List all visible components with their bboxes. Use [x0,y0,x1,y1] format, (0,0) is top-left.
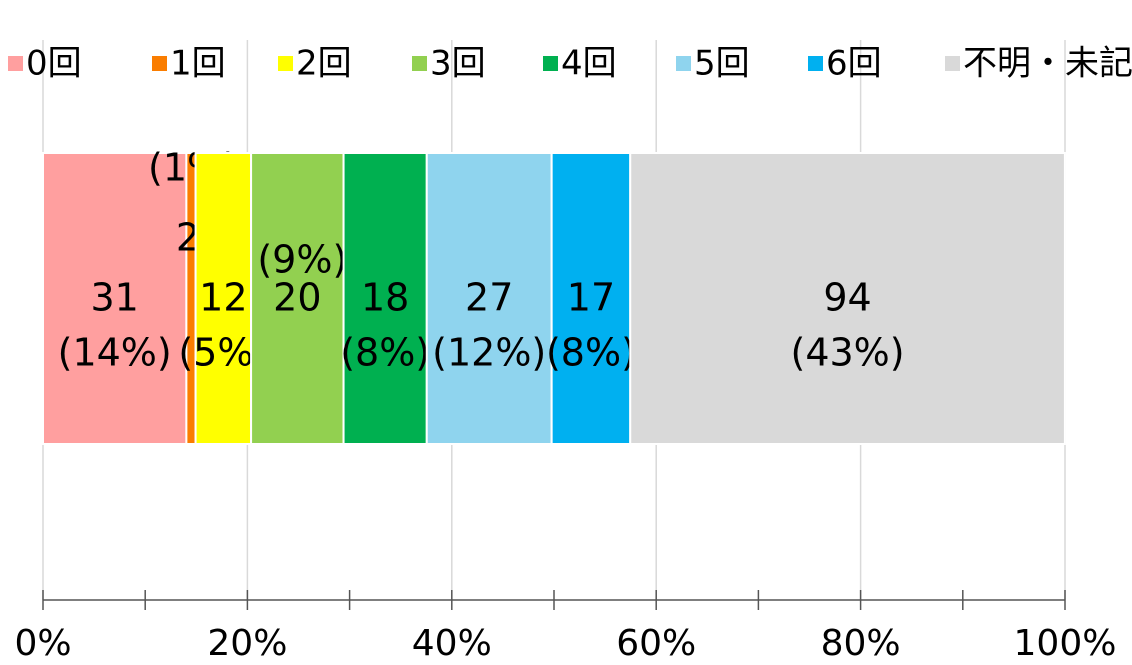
legend-swatch [412,56,427,71]
data-label-percent: (8%) [546,331,636,375]
data-label-count: 94 [823,276,871,320]
legend-swatch [543,56,558,71]
legend-swatch [808,56,823,71]
data-label-count: 17 [567,276,615,320]
data-label-percent: (8%) [340,331,430,375]
data-label-count: 27 [465,276,513,320]
legend-label: 5回 [694,44,750,84]
x-tick-label: 60% [616,623,696,664]
x-tick-label: 40% [412,623,492,664]
data-label-count: 20 [273,276,321,320]
data-label-percent: (43%) [791,331,905,375]
x-tick-label: 0% [14,623,71,664]
legend-label: 2回 [296,44,352,84]
bar-segment [629,152,1066,445]
legend-label: 3回 [430,44,486,84]
data-label-count: 12 [199,276,247,320]
data-label-percent: (9%) [257,238,347,282]
legend-label: 0回 [26,44,82,84]
legend-swatch [945,56,960,71]
bar-segment [342,152,428,445]
legend-label: 1回 [170,44,226,84]
legend-label: 4回 [561,44,617,84]
data-label-percent: (12%) [432,331,546,375]
x-tick-label: 20% [207,623,287,664]
bar-segment [425,152,553,445]
data-label-count: 18 [361,276,409,320]
bar-segment [550,152,632,445]
bar-segment [194,152,253,445]
legend-label: 不明・未記入 [963,44,1132,84]
x-tick-label: 100% [1014,623,1117,664]
data-label-count: 31 [91,276,139,320]
legend-swatch [278,56,293,71]
legend-swatch [152,56,167,71]
legend-swatch [8,56,23,71]
x-tick-label: 80% [821,623,901,664]
data-label-percent: (14%) [58,331,172,375]
bar-segment [250,152,345,445]
legend-label: 6回 [826,44,882,84]
bar-segment [185,152,197,445]
bar-segment [42,152,188,445]
legend-swatch [676,56,691,71]
